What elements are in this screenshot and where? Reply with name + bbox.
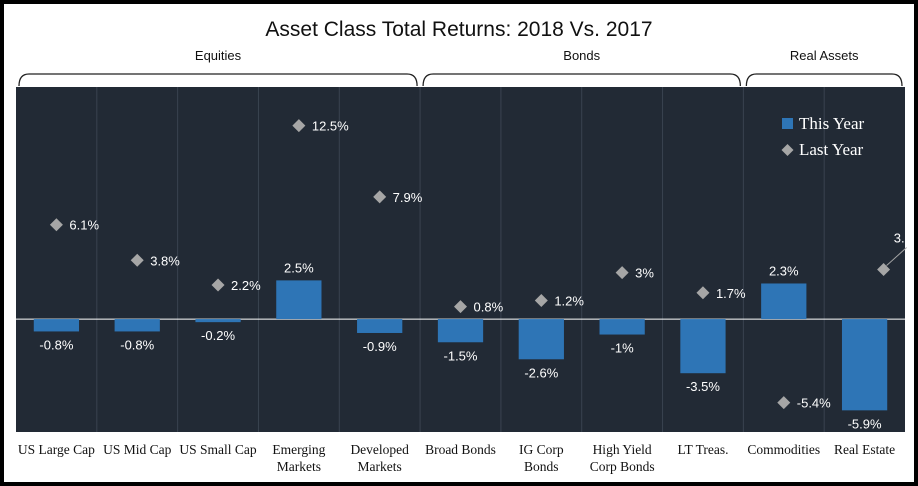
bar-this-year	[33, 319, 80, 332]
bar-value-label: -5.9%	[848, 416, 882, 431]
category-label: LT Treas.	[677, 442, 728, 457]
group-label: Bonds	[563, 48, 600, 63]
bar-this-year	[195, 319, 241, 323]
chart-svg: Asset Class Total Returns: 2018 Vs. 2017…	[16, 18, 914, 474]
marker-last-year	[696, 286, 710, 300]
marker-last-year	[534, 293, 548, 307]
marker-value-label: 1.2%	[554, 293, 584, 308]
legend: This Year Last Year	[781, 114, 865, 159]
bar-value-label: 2.3%	[769, 263, 799, 278]
legend-swatch-this-year	[782, 118, 793, 129]
marker-value-label: 0.8%	[474, 300, 504, 315]
marker-value-label: 3.2%	[894, 231, 914, 246]
group-bracket	[18, 73, 418, 87]
bar-value-label: -1%	[611, 341, 635, 356]
marker-last-year	[777, 396, 791, 410]
category-labels: US Large Cap US Mid Cap US Small Cap Emergi…	[18, 442, 895, 474]
category-label: US Mid Cap	[103, 442, 172, 457]
group-brackets: Equities Bonds Real Assets	[18, 48, 903, 87]
category-label: Real Estate	[834, 442, 895, 457]
marker-value-label: 2.2%	[231, 278, 261, 293]
marker-value-label: -5.4%	[797, 396, 831, 411]
group-label: Real Assets	[790, 48, 859, 63]
group-bracket	[422, 73, 742, 87]
plot-area	[16, 87, 905, 432]
bar-value-label: -0.8%	[120, 337, 154, 352]
bar-this-year	[761, 283, 807, 320]
category-label: Commodities	[747, 442, 820, 457]
category-label: High Yield	[593, 442, 652, 457]
bar-this-year	[357, 319, 403, 333]
bar-this-year	[680, 319, 726, 374]
category-label: Corp Bonds	[590, 459, 655, 474]
legend-swatch-last-year	[781, 144, 794, 156]
bar-this-year	[518, 319, 564, 360]
markers-last-year: 6.1% 3.8% 2.2% 12.5% 7.9% 0.8% 1.2% 3% 1.7% -5.4%…	[49, 119, 914, 411]
category-label: IG Corp	[519, 442, 564, 457]
marker-last-year	[49, 218, 63, 232]
bar-this-year	[114, 319, 160, 332]
chart-title: Asset Class Total Returns: 2018 Vs. 2017	[265, 18, 652, 41]
bar-this-year	[599, 319, 645, 335]
bar-this-year	[841, 319, 888, 411]
group-label: Equities	[195, 48, 242, 63]
marker-value-label: 1.7%	[716, 286, 746, 301]
label-leader-line	[886, 247, 907, 266]
marker-value-label: 7.9%	[393, 190, 423, 205]
category-label: Broad Bonds	[425, 442, 496, 457]
bar-value-label: -3.5%	[686, 379, 720, 394]
marker-value-label: 3.8%	[150, 253, 180, 268]
category-label: Bonds	[524, 459, 559, 474]
marker-last-year	[454, 300, 467, 314]
category-label: US Large Cap	[18, 442, 95, 457]
marker-last-year	[615, 266, 629, 280]
bar-value-label: -1.5%	[444, 348, 478, 363]
legend-label-this-year: This Year	[799, 114, 865, 133]
marker-last-year	[373, 190, 387, 204]
bar-value-label: 2.5%	[284, 260, 314, 275]
bar-value-label: -0.8%	[39, 337, 73, 352]
bar-this-year	[276, 280, 322, 320]
marker-value-label: 3%	[635, 266, 654, 281]
legend-label-last-year: Last Year	[799, 140, 864, 159]
marker-value-label: 12.5%	[312, 119, 349, 134]
category-label: Markets	[358, 459, 402, 474]
bar-value-label: -0.9%	[363, 339, 397, 354]
bars-this-year: -0.8% -0.8% -0.2% 2.5% -0.9% -1.5% -2.6% -1% -3.…	[33, 260, 888, 431]
category-label: Developed	[350, 442, 409, 457]
category-label: Markets	[277, 459, 321, 474]
category-label: Emerging	[272, 442, 325, 457]
group-bracket	[745, 73, 903, 87]
bar-this-year	[437, 319, 484, 343]
bar-value-label: -0.2%	[201, 328, 235, 343]
category-label: US Small Cap	[179, 442, 257, 457]
marker-value-label: 6.1%	[69, 218, 99, 233]
marker-last-year	[292, 119, 306, 133]
bar-value-label: -2.6%	[524, 365, 558, 380]
marker-last-year	[211, 278, 225, 292]
category-separators	[96, 87, 825, 432]
marker-last-year	[877, 263, 891, 277]
